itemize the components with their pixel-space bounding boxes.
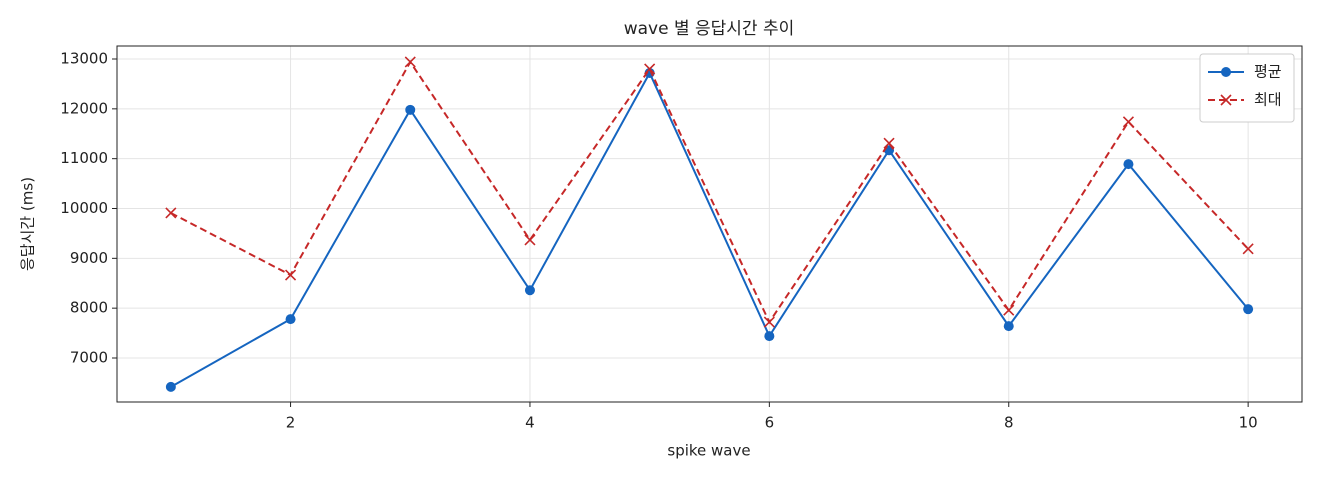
- marker: [404, 56, 416, 68]
- marker: [764, 331, 775, 342]
- legend-marker: [1221, 67, 1231, 77]
- marker: [1003, 304, 1015, 316]
- y-tick-label: 13000: [60, 50, 108, 68]
- y-axis-label: 응답시간 (ms): [19, 177, 37, 271]
- marker: [165, 381, 176, 392]
- marker: [763, 316, 775, 328]
- marker: [524, 234, 536, 246]
- marker: [524, 285, 535, 296]
- marker: [1003, 321, 1014, 332]
- y-tick-label: 8000: [70, 299, 108, 317]
- series-line: [170, 60, 1249, 325]
- y-tick-label: 7000: [70, 348, 108, 366]
- marker: [1242, 243, 1254, 255]
- marker: [165, 207, 177, 219]
- marker: [644, 63, 656, 75]
- y-tick-label: 9000: [70, 249, 108, 267]
- legend-label: 최대: [1254, 91, 1282, 109]
- marker: [284, 269, 297, 281]
- x-tick-label: 10: [1239, 414, 1258, 432]
- marker: [405, 104, 416, 115]
- x-tick-label: 6: [765, 414, 775, 432]
- plot-frame: [116, 45, 1303, 403]
- y-tick-label: 10000: [60, 199, 108, 217]
- legend-label: 평균: [1254, 63, 1282, 81]
- x-tick-label: 4: [525, 414, 535, 432]
- marker: [1123, 159, 1134, 170]
- series-line: [170, 70, 1249, 388]
- marker: [1243, 304, 1254, 315]
- chart-title: wave 별 응답시간 추이: [624, 19, 795, 39]
- x-axis-label: spike wave: [667, 442, 750, 460]
- marker: [1122, 116, 1135, 128]
- x-tick-label: 8: [1004, 414, 1014, 432]
- marker: [883, 137, 895, 149]
- y-tick-label: 11000: [60, 149, 108, 167]
- legend-marker: [1220, 94, 1232, 106]
- y-tick-label: 12000: [60, 99, 108, 117]
- marker: [285, 314, 296, 325]
- x-tick-label: 2: [286, 414, 296, 432]
